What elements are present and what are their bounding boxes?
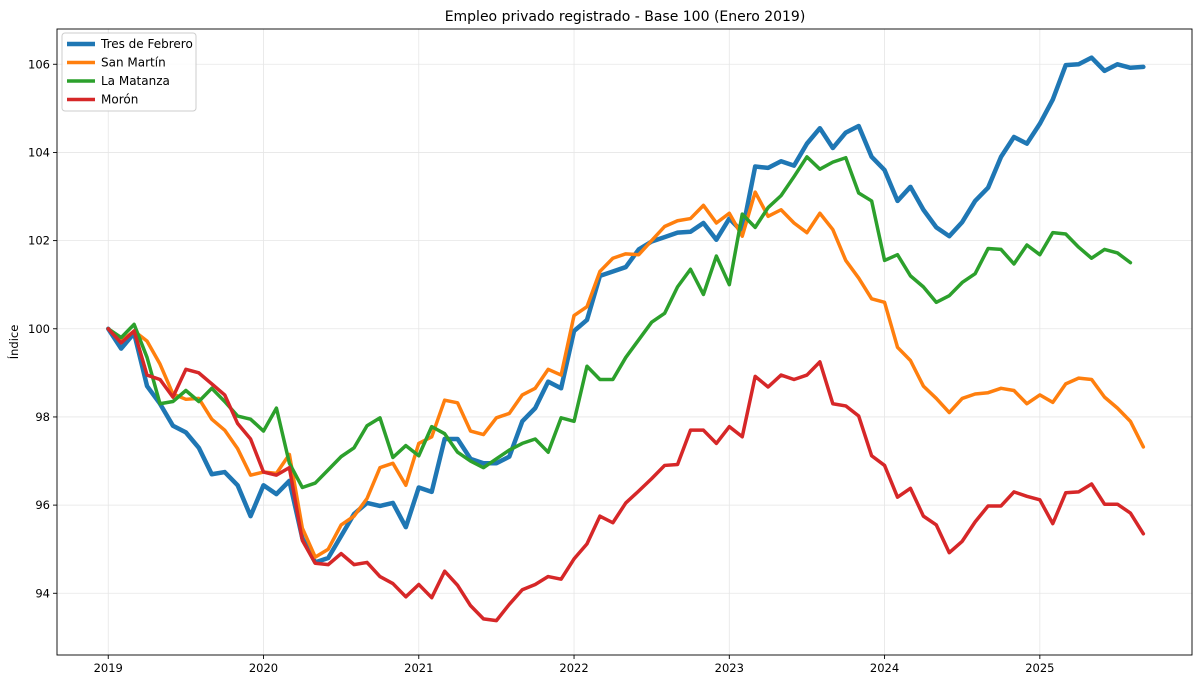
x-tick-label: 2024 [870, 661, 899, 675]
y-tick-label: 102 [28, 234, 50, 248]
series-line-la-matanza [106, 155, 1133, 490]
x-tick-label: 2022 [559, 661, 588, 675]
y-tick-label: 104 [28, 145, 50, 159]
y-tick-label: 98 [35, 410, 50, 424]
x-tick-label: 2020 [249, 661, 278, 675]
y-tick-label: 96 [35, 498, 50, 512]
x-tick-label: 2023 [715, 661, 744, 675]
legend-label-la-matanza: La Matanza [101, 74, 170, 88]
series-lines [105, 55, 1146, 623]
legend-label-moron: Morón [101, 93, 138, 107]
series-line-tres-de-febrero [105, 55, 1146, 565]
y-tick-label: 100 [28, 322, 50, 336]
x-tick-label: 2019 [94, 661, 123, 675]
legend-label-san-martin: San Martín [101, 56, 166, 70]
x-tick-label: 2021 [404, 661, 433, 675]
legend-label-tres-de-febrero: Tres de Febrero [100, 37, 193, 51]
legend-box [61, 32, 197, 112]
series-line-san-martin [106, 190, 1146, 559]
y-tick-label: 106 [28, 57, 50, 71]
series-line-moron [106, 327, 1146, 623]
chart-title: Empleo privado registrado - Base 100 (En… [445, 9, 806, 25]
y-axis-ticks: 94 96 98 100 102 104 106 [28, 57, 57, 600]
y-axis-label: Índice [6, 325, 21, 360]
y-tick-label: 94 [35, 586, 50, 600]
x-tick-label: 2025 [1025, 661, 1054, 675]
x-axis-ticks: 2019 2020 2021 2022 2023 2024 2025 [94, 655, 1054, 675]
legend-items: Tres de Febrero San Martín La Matanza Morón [67, 37, 193, 107]
plot-frame [56, 28, 1193, 656]
legend: Tres de Febrero San Martín La Matanza Morón [61, 32, 197, 112]
